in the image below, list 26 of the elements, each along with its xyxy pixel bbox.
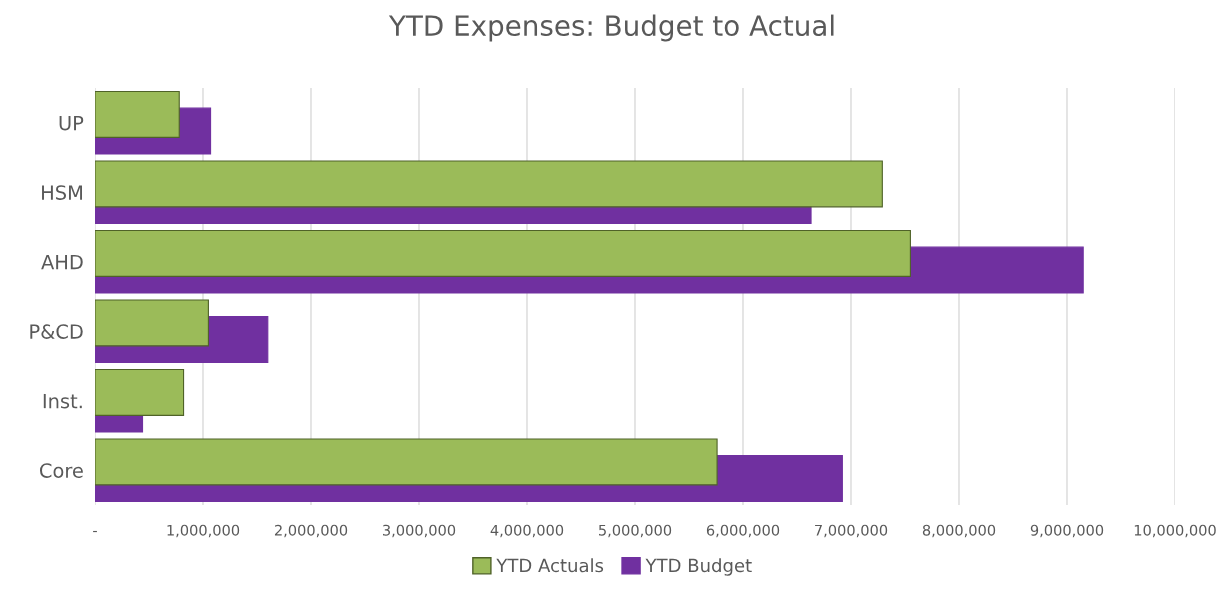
bar <box>95 438 718 486</box>
bar <box>95 160 883 208</box>
bar <box>95 90 180 138</box>
x-tick-label: 9,000,000 <box>1030 524 1104 538</box>
x-tick-label: 7,000,000 <box>815 524 888 538</box>
x-tick-label: 6,000,000 <box>706 524 780 538</box>
x-tick-label: 3,000,000 <box>383 524 456 538</box>
x-tick-label: - <box>93 530 97 533</box>
legend-label: YTD Budget <box>645 558 752 576</box>
x-tick-label: 8,000,000 <box>922 524 996 538</box>
bar <box>95 229 911 277</box>
y-tick-label: AHD <box>41 254 83 270</box>
chart-title: YTD Expenses: Budget to Actual <box>388 14 834 42</box>
bar <box>95 368 185 416</box>
x-tick-label: 10,000,000 <box>1134 524 1216 538</box>
legend-label: YTD Actuals <box>496 558 604 573</box>
x-tick-label: 2,000,000 <box>274 524 348 538</box>
y-tick-label: HSM <box>42 185 82 200</box>
y-tick-label: Inst. <box>43 393 82 409</box>
y-tick-label: UP <box>59 115 84 131</box>
bar <box>95 299 209 347</box>
x-tick-label: 1,000,000 <box>167 524 240 538</box>
x-tick-label: 4,000,000 <box>490 524 564 538</box>
y-tick-label: P&CD <box>30 324 83 339</box>
y-tick-label: Core <box>39 463 83 478</box>
x-tick-label: 5,000,000 <box>599 524 672 538</box>
